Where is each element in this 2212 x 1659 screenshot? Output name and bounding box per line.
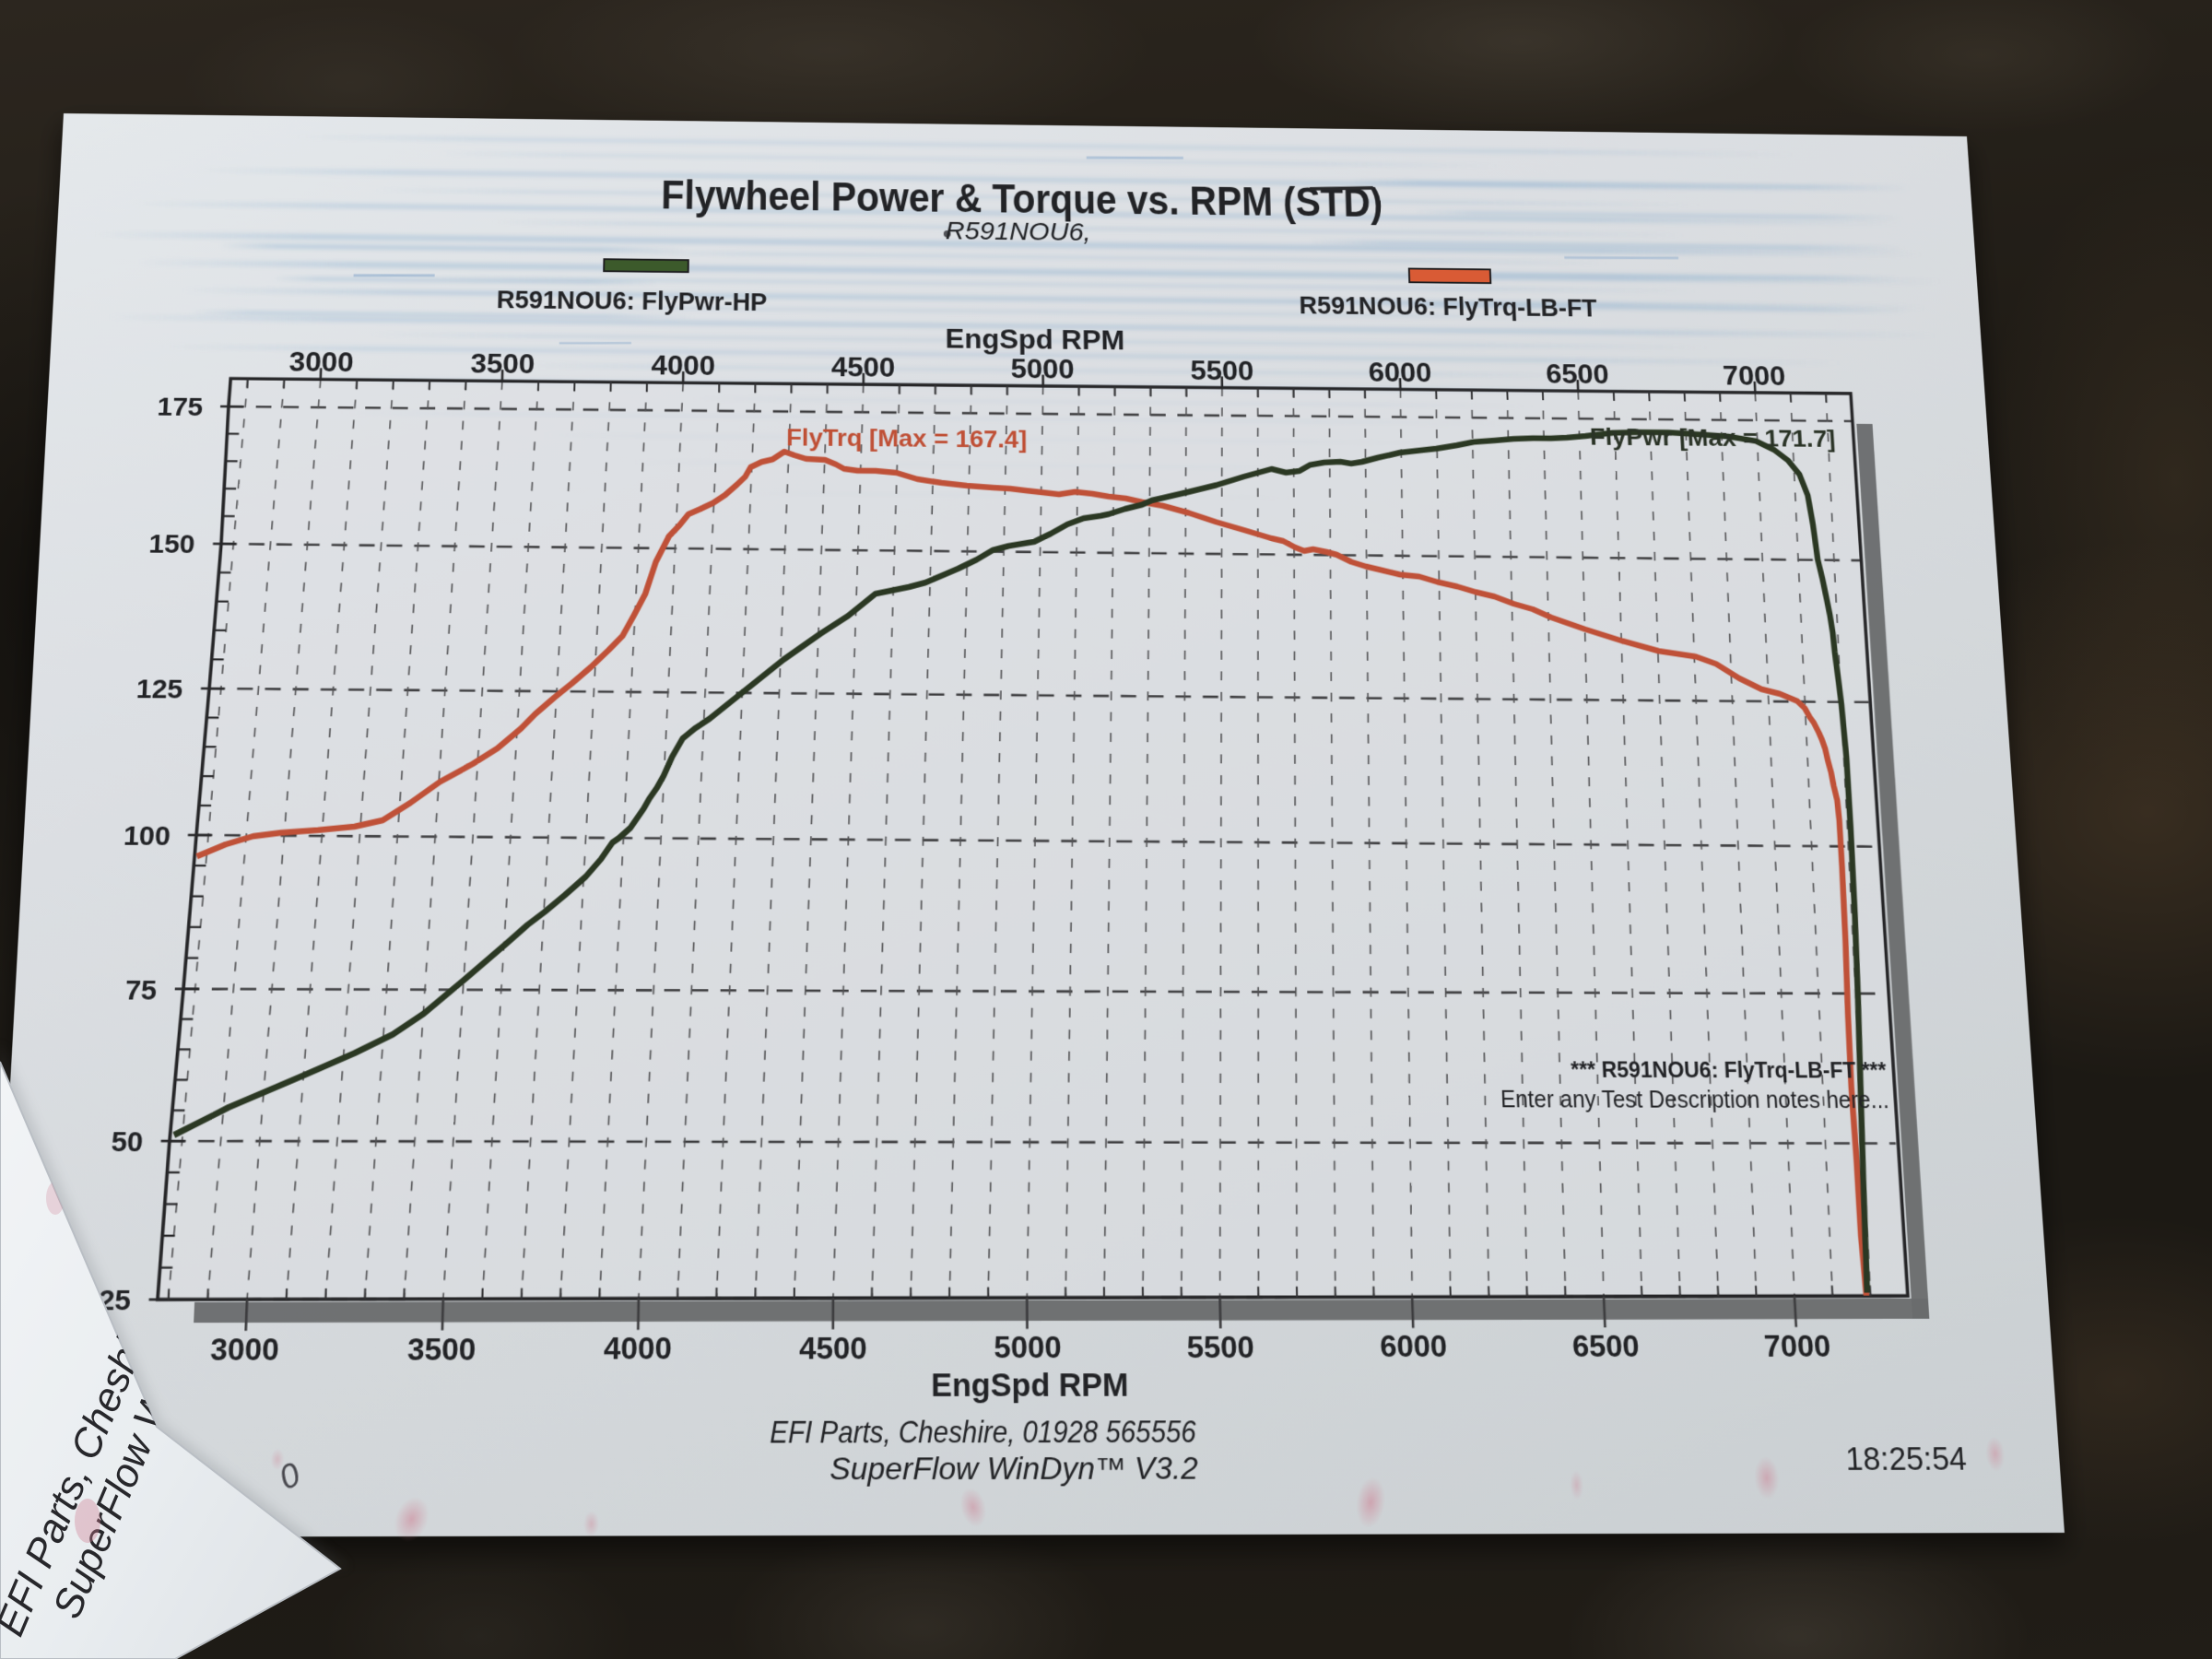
svg-text:175: 175	[157, 392, 204, 422]
svg-text:EngSpd RPM: EngSpd RPM	[946, 324, 1125, 357]
svg-text:7000: 7000	[1722, 361, 1786, 392]
svg-text:5000: 5000	[1010, 354, 1074, 384]
svg-text:75: 75	[124, 974, 158, 1006]
svg-text:5500: 5500	[1186, 1331, 1254, 1365]
svg-text:6000: 6000	[1380, 1330, 1448, 1364]
svg-text:SuperFlow WinDyn™ V3.2: SuperFlow WinDyn™ V3.2	[830, 1453, 1198, 1487]
svg-text:6500: 6500	[1546, 359, 1610, 390]
svg-text:Flywheel Power & Torque vs. RP: Flywheel Power & Torque vs. RPM (STD)	[661, 171, 1383, 225]
svg-text:0: 0	[274, 1454, 305, 1497]
svg-text:*** R591NOU6: FlyTrq-LB-FT **: *** R591NOU6: FlyTrq-LB-FT ***	[1571, 1056, 1888, 1083]
svg-text:4500: 4500	[799, 1332, 867, 1366]
svg-text:25: 25	[98, 1284, 132, 1317]
svg-text:6500: 6500	[1571, 1330, 1640, 1364]
svg-text:3500: 3500	[470, 348, 535, 380]
svg-text:6000: 6000	[1368, 358, 1432, 388]
svg-text:125: 125	[135, 674, 183, 705]
svg-text:3500: 3500	[406, 1333, 476, 1367]
svg-text:4500: 4500	[831, 352, 895, 383]
svg-text:150: 150	[148, 529, 196, 559]
svg-text:4000: 4000	[604, 1332, 673, 1366]
svg-text:R591NOU6,: R591NOU6,	[946, 217, 1091, 247]
svg-text:50: 50	[111, 1126, 144, 1159]
svg-text:3000: 3000	[288, 347, 354, 378]
svg-text:5000: 5000	[994, 1331, 1062, 1365]
svg-text:FlyTrq [Max = 167.4]: FlyTrq [Max = 167.4]	[786, 425, 1027, 453]
svg-text:FlyPwr [Max = 171.7]: FlyPwr [Max = 171.7]	[1589, 425, 1836, 453]
svg-text:18:25:54: 18:25:54	[1844, 1441, 1968, 1477]
svg-text:R591NOU6: FlyPwr-HP: R591NOU6: FlyPwr-HP	[496, 285, 767, 317]
svg-text:4000: 4000	[651, 350, 715, 382]
svg-text:EFI Parts, Cheshire, 01928 565: EFI Parts, Cheshire, 01928 565556	[770, 1417, 1197, 1451]
svg-text:R591NOU6: FlyTrq-LB-FT: R591NOU6: FlyTrq-LB-FT	[1299, 291, 1597, 324]
svg-text:Enter any Test Description not: Enter any Test Description notes here...	[1500, 1087, 1890, 1114]
svg-text:7000: 7000	[1763, 1330, 1831, 1364]
svg-text:EngSpd RPM: EngSpd RPM	[931, 1367, 1129, 1404]
svg-text:5500: 5500	[1190, 356, 1254, 386]
svg-text:100: 100	[123, 820, 171, 852]
svg-text:3000: 3000	[209, 1333, 279, 1367]
